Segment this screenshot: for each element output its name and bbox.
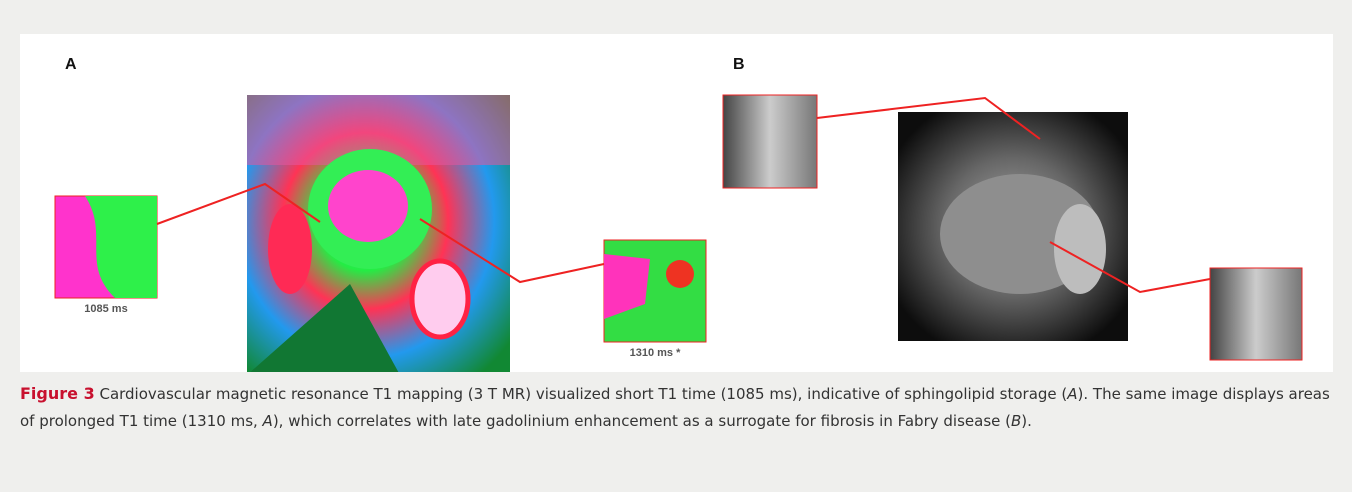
image-detail xyxy=(666,260,694,288)
inset-image xyxy=(1210,268,1302,360)
inset-label: 1310 ms * xyxy=(595,347,715,359)
inset-image xyxy=(723,95,817,188)
caption-text: ), which correlates with late gadolinium… xyxy=(273,412,1011,430)
figure: A B 1085 ms 1310 ms * xyxy=(20,34,1333,372)
caption-text: A xyxy=(263,412,273,430)
caption-text: Cardiovascular magnetic resonance T1 map… xyxy=(95,385,1068,403)
figure-number: Figure 3 xyxy=(20,384,95,403)
page: A B 1085 ms 1310 ms * Figure 3 Cardiovas… xyxy=(0,0,1352,492)
caption-text: ). xyxy=(1021,412,1032,430)
caption-text: A xyxy=(1067,385,1077,403)
image-detail xyxy=(412,261,468,337)
figure-images xyxy=(20,34,1333,372)
image-detail xyxy=(328,170,408,242)
panel-label: A xyxy=(65,56,77,74)
caption: Figure 3 Cardiovascular magnetic resonan… xyxy=(20,380,1335,435)
inset-label: 1085 ms xyxy=(46,303,166,315)
image-detail xyxy=(268,204,312,294)
panel-label: B xyxy=(733,56,745,74)
caption-text: B xyxy=(1011,412,1021,430)
